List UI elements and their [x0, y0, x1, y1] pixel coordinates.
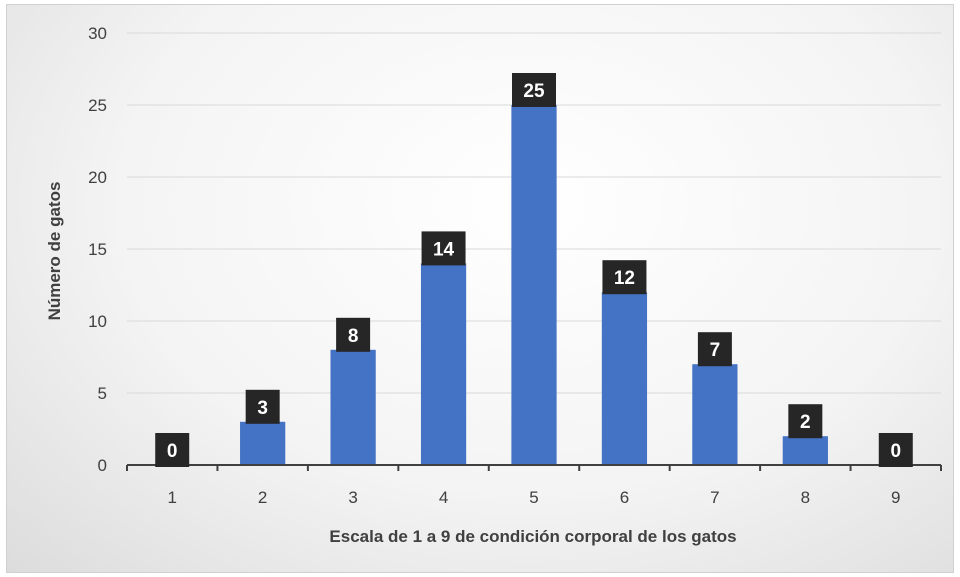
bar-6 — [601, 292, 648, 465]
bar-4 — [420, 263, 467, 465]
data-label-box — [602, 260, 647, 295]
data-labels: 0 3 8 14 25 12 7 2 0 — [155, 73, 913, 467]
x-tick-label: 5 — [529, 488, 538, 507]
data-label-box — [336, 317, 371, 352]
data-label-box — [155, 433, 190, 467]
bars — [240, 105, 828, 465]
data-label: 2 — [788, 404, 823, 439]
data-label-value: 0 — [890, 441, 901, 462]
data-label: 25 — [512, 73, 556, 107]
y-tick-label: 0 — [98, 456, 107, 475]
data-label-box — [788, 404, 823, 439]
x-tick-label: 8 — [801, 488, 810, 507]
y-tick-label: 10 — [88, 312, 107, 331]
bar-8 — [782, 436, 828, 465]
y-tick-label: 15 — [88, 240, 107, 259]
data-label: 0 — [878, 433, 913, 467]
y-tick-label: 25 — [88, 96, 107, 115]
data-label-value: 12 — [614, 268, 635, 289]
x-tick-label: 7 — [710, 488, 719, 507]
data-label: 14 — [421, 231, 466, 266]
y-axis-title: Número de gatos — [45, 182, 64, 321]
bar-5 — [511, 105, 557, 465]
bar-7 — [692, 364, 738, 465]
data-label-value: 2 — [800, 412, 811, 433]
data-label-value: 7 — [710, 340, 721, 361]
y-tick-label: 30 — [88, 24, 107, 43]
data-label-box — [512, 73, 556, 107]
data-label: 0 — [155, 433, 190, 467]
x-tick-label: 4 — [439, 488, 448, 507]
y-axis-ticks: 0 5 10 15 20 25 30 — [88, 24, 107, 475]
data-label: 3 — [245, 389, 280, 424]
x-tick-label: 1 — [167, 488, 176, 507]
data-label: 8 — [336, 317, 371, 352]
y-tick-label: 20 — [88, 168, 107, 187]
data-label-value: 8 — [348, 326, 359, 347]
bar-3 — [330, 349, 376, 465]
data-label-box — [878, 433, 913, 467]
x-axis-ticks: 1 2 3 4 5 6 7 8 9 — [167, 488, 900, 507]
data-label-box — [697, 332, 732, 367]
data-label-box — [245, 389, 280, 424]
data-label: 12 — [602, 260, 647, 295]
x-tick-label: 9 — [891, 488, 900, 507]
x-axis-title: Escala de 1 a 9 de condición corporal de… — [329, 527, 736, 546]
bar-2 — [240, 421, 286, 465]
data-label-box — [421, 231, 466, 266]
data-label-value: 3 — [257, 398, 268, 419]
x-tick-label: 2 — [258, 488, 267, 507]
data-label-value: 25 — [523, 81, 545, 102]
data-label: 7 — [697, 332, 732, 367]
y-tick-label: 5 — [98, 384, 107, 403]
data-label-value: 0 — [167, 441, 178, 462]
x-tick-label: 3 — [348, 488, 357, 507]
x-axis — [126, 464, 942, 471]
x-tick-label: 6 — [620, 488, 629, 507]
data-label-value: 14 — [433, 239, 455, 260]
